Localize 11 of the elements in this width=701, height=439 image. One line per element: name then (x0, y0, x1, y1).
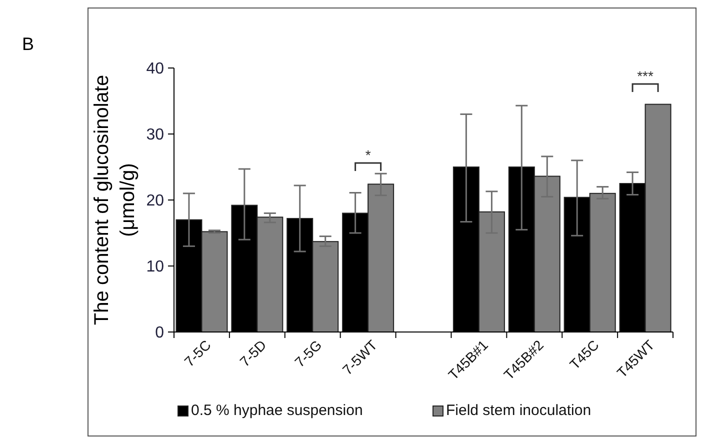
text: B (22, 34, 34, 54)
legend-label: Field stem inoculation (446, 402, 592, 419)
legend-label: 0.5 % hyphae suspension (191, 402, 363, 419)
y-tick-label: 10 (146, 258, 164, 276)
y-tick-label: 0 (155, 324, 164, 342)
y-tick-label: 30 (146, 126, 164, 144)
y-tick-label: 20 (146, 192, 164, 210)
annotation: *** (637, 68, 654, 84)
annotation: * (365, 147, 372, 163)
y-axis-title: The content of glucosinolate (μmol/g) (91, 74, 139, 326)
y-tick-label: 40 (146, 60, 164, 78)
